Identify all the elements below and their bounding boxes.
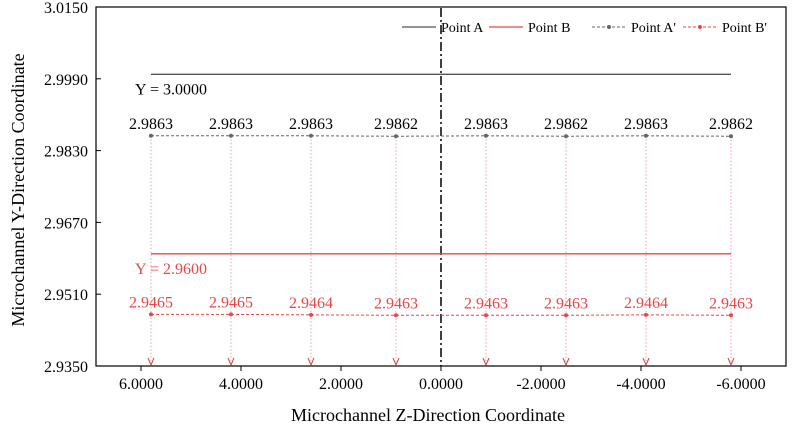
point-a-prime-marker (309, 133, 313, 138)
data-label-a-prime: 2.9863 (624, 116, 668, 133)
guide-arrow (147, 357, 155, 367)
data-label-b-prime: 2.9463 (464, 295, 508, 312)
guide-arrow (307, 357, 315, 367)
point-b-prime-marker (149, 312, 153, 317)
x-tick-label: -6.0000 (716, 376, 765, 393)
guide-arrow (727, 357, 735, 367)
point-a-prime-marker (229, 133, 233, 138)
data-label-a-prime: 2.9862 (374, 116, 418, 133)
x-tick-label: 2.0000 (319, 376, 363, 393)
data-label-b-prime: 2.9465 (129, 294, 173, 311)
data-label-a-prime: 2.9863 (209, 116, 253, 133)
legend-point-a-label: Point A (441, 21, 484, 36)
legend-point-b-label: Point B' (722, 21, 767, 36)
legend-point-a-marker (607, 25, 611, 29)
guide-arrow (642, 357, 650, 367)
data-label-b-prime: 2.9464 (624, 295, 668, 312)
guide-arrow (562, 357, 570, 367)
point-b-prime-marker (484, 313, 488, 318)
data-label-a-prime: 2.9862 (544, 116, 588, 133)
x-tick-label: -2.0000 (516, 376, 565, 393)
point-b-prime-marker (564, 313, 568, 318)
x-axis-title: Microchannel Z-Direction Coordinate (291, 405, 565, 425)
data-label-a-prime: 2.9863 (129, 116, 173, 133)
data-label-b-prime: 2.9463 (544, 295, 588, 312)
x-tick-label: 4.0000 (219, 376, 263, 393)
point-b-prime-marker (394, 313, 398, 318)
legend-point-b-marker (698, 25, 702, 29)
data-label-a-prime: 2.9863 (289, 116, 333, 133)
guide-arrow (227, 357, 235, 367)
data-label-b-prime: 2.9463 (374, 295, 418, 312)
y-tick-label: 3.0150 (44, 0, 88, 17)
data-label-b-prime: 2.9464 (289, 295, 333, 312)
x-tick-label: -4.0000 (616, 376, 665, 393)
point-b-prime-line (151, 313, 732, 316)
annotation-point-b: Y = 2.9600 (135, 261, 207, 278)
y-tick-label: 2.9350 (44, 359, 88, 376)
legend: Point A Point B Point A' Point B' (402, 21, 767, 36)
data-label-b-prime: 2.9465 (209, 294, 253, 311)
y-tick-label: 2.9830 (44, 144, 88, 161)
annotation-point-a: Y = 3.0000 (135, 81, 207, 98)
point-b-prime-marker (644, 312, 648, 317)
guide-arrow (482, 357, 490, 367)
point-b-prime-marker (729, 313, 733, 318)
point-a-prime-marker (644, 133, 648, 138)
data-label-b-prime: 2.9463 (709, 295, 753, 312)
y-tick-label: 2.9990 (44, 72, 88, 89)
legend-point-b-label: Point B (528, 21, 570, 36)
point-b-prime-marker (309, 312, 313, 317)
point-a-prime-marker (394, 134, 398, 139)
x-tick-label: 0.0000 (419, 376, 463, 393)
y-tick-label: 2.9670 (44, 215, 88, 232)
data-label-a-prime: 2.9863 (464, 116, 508, 133)
point-b-prime-marker (229, 312, 233, 317)
y-tick-label: 2.9510 (44, 287, 88, 304)
legend-point-a-label: Point A' (631, 21, 676, 36)
x-tick-label: 6.0000 (119, 376, 163, 393)
point-a-prime-marker (484, 133, 488, 138)
point-a-prime-marker (564, 134, 568, 139)
point-a-prime-marker (149, 133, 153, 138)
y-axis-title: Microchannel Y-Direction Coordinate (8, 53, 28, 326)
guide-arrow (392, 357, 400, 367)
data-label-a-prime: 2.9862 (709, 116, 753, 133)
point-a-prime-marker (729, 134, 733, 139)
